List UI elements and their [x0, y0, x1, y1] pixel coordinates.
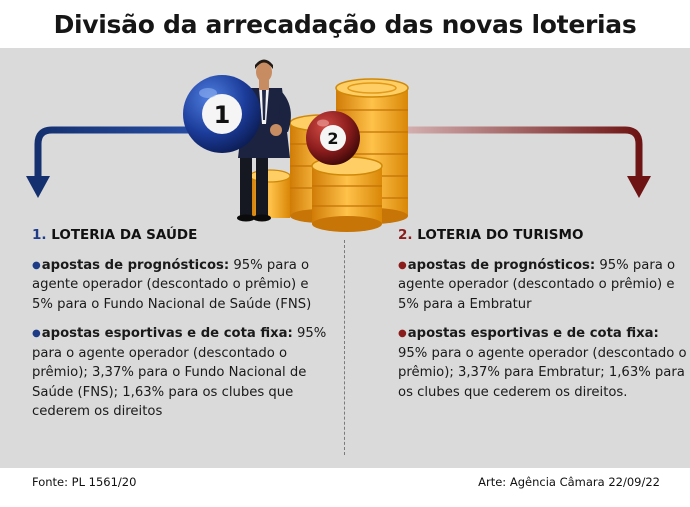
ball-1-number: 1 — [214, 101, 231, 129]
section-title: LOTERIA DA SAÚDE — [51, 227, 198, 243]
item-text: 95% para o agente operador (descontado o… — [32, 257, 312, 312]
section-heading-saude: 1. LOTERIA DA SAÚDE — [32, 226, 332, 246]
list-item: ●apostas esportivas e de cota fixa: 95% … — [32, 324, 332, 422]
item-label: apostas de prognósticos: — [41, 257, 230, 273]
ball-2-number: 2 — [327, 129, 338, 148]
page-title: Divisão da arrecadação das novas loteria… — [53, 9, 637, 39]
item-text: 95% para o agente operador (descontado o… — [32, 326, 327, 419]
section-number: 2. — [398, 227, 413, 243]
source-note: Fonte: PL 1561/20 — [32, 475, 137, 489]
bullet-icon: ● — [32, 328, 41, 339]
loteria-saude-section: 1. LOTERIA DA SAÚDE ●apostas de prognóst… — [32, 226, 332, 432]
bullet-icon: ● — [398, 259, 407, 271]
column-divider — [344, 240, 345, 455]
list-item: ●apostas esportivas e de cota fixa: 95% … — [398, 324, 688, 402]
section-title: LOTERIA DO TURISMO — [417, 227, 584, 243]
arrow-right-icon — [405, 126, 651, 198]
lottery-ball-1-icon: 1 — [183, 75, 261, 153]
list-item: ●apostas de prognósticos: 95% para o age… — [32, 256, 332, 315]
lottery-ball-2-icon: 2 — [306, 111, 360, 165]
bullet-icon: ● — [398, 328, 407, 339]
item-label: apostas de prognósticos: — [407, 257, 596, 273]
item-label: apostas esportivas e de cota fixa: — [407, 326, 659, 341]
bullet-icon: ● — [32, 259, 41, 271]
lottery-illustration: 1 2 — [26, 59, 651, 232]
section-number: 1. — [32, 227, 47, 243]
art-credit: Arte: Agência Câmara 22/09/22 — [478, 475, 660, 489]
footer: Fonte: PL 1561/20 Arte: Agência Câmara 2… — [0, 468, 690, 507]
item-text: 95% para o agente operador (descontado o… — [398, 345, 687, 400]
list-item: ●apostas de prognósticos: 95% para o age… — [398, 256, 688, 315]
loteria-turismo-section: 2. LOTERIA DO TURISMO ●apostas de prognó… — [398, 226, 688, 412]
arrow-left-icon — [26, 126, 230, 198]
item-text: 95% para o agente operador (descontado o… — [398, 257, 676, 312]
item-label: apostas esportivas e de cota fixa: — [41, 326, 293, 341]
section-heading-turismo: 2. LOTERIA DO TURISMO — [398, 226, 688, 246]
